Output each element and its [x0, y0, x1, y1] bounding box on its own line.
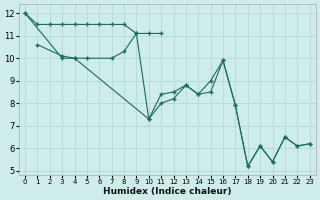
- X-axis label: Humidex (Indice chaleur): Humidex (Indice chaleur): [103, 187, 232, 196]
